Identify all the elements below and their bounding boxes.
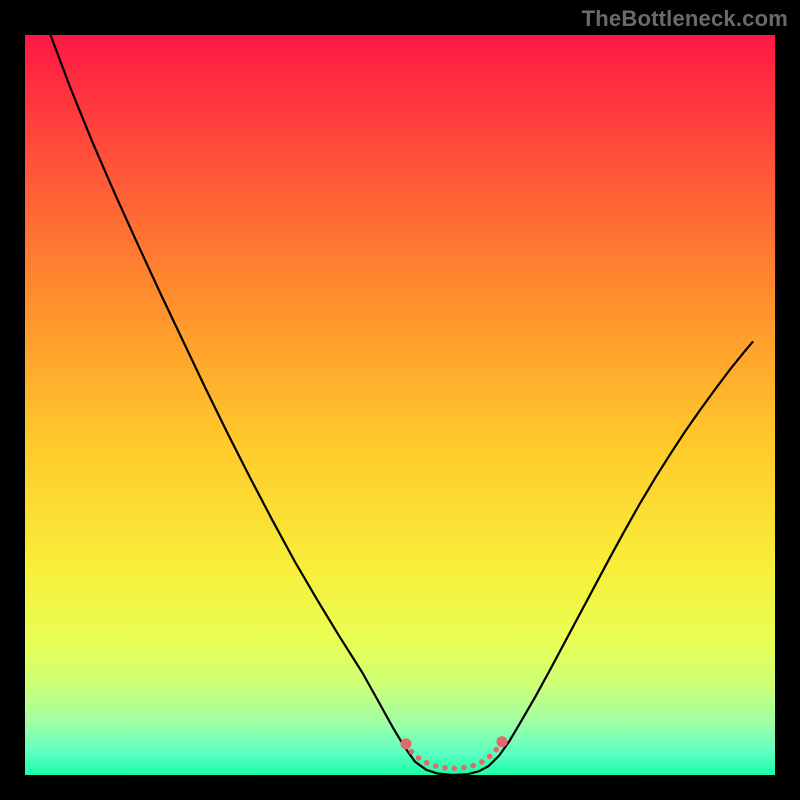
plot-area: [0, 0, 800, 800]
chart-frame: TheBottleneck.com: [0, 0, 800, 800]
bottleneck-curve-chart: [0, 0, 800, 800]
gradient-panel: [25, 35, 775, 775]
watermark-text: TheBottleneck.com: [582, 6, 788, 32]
